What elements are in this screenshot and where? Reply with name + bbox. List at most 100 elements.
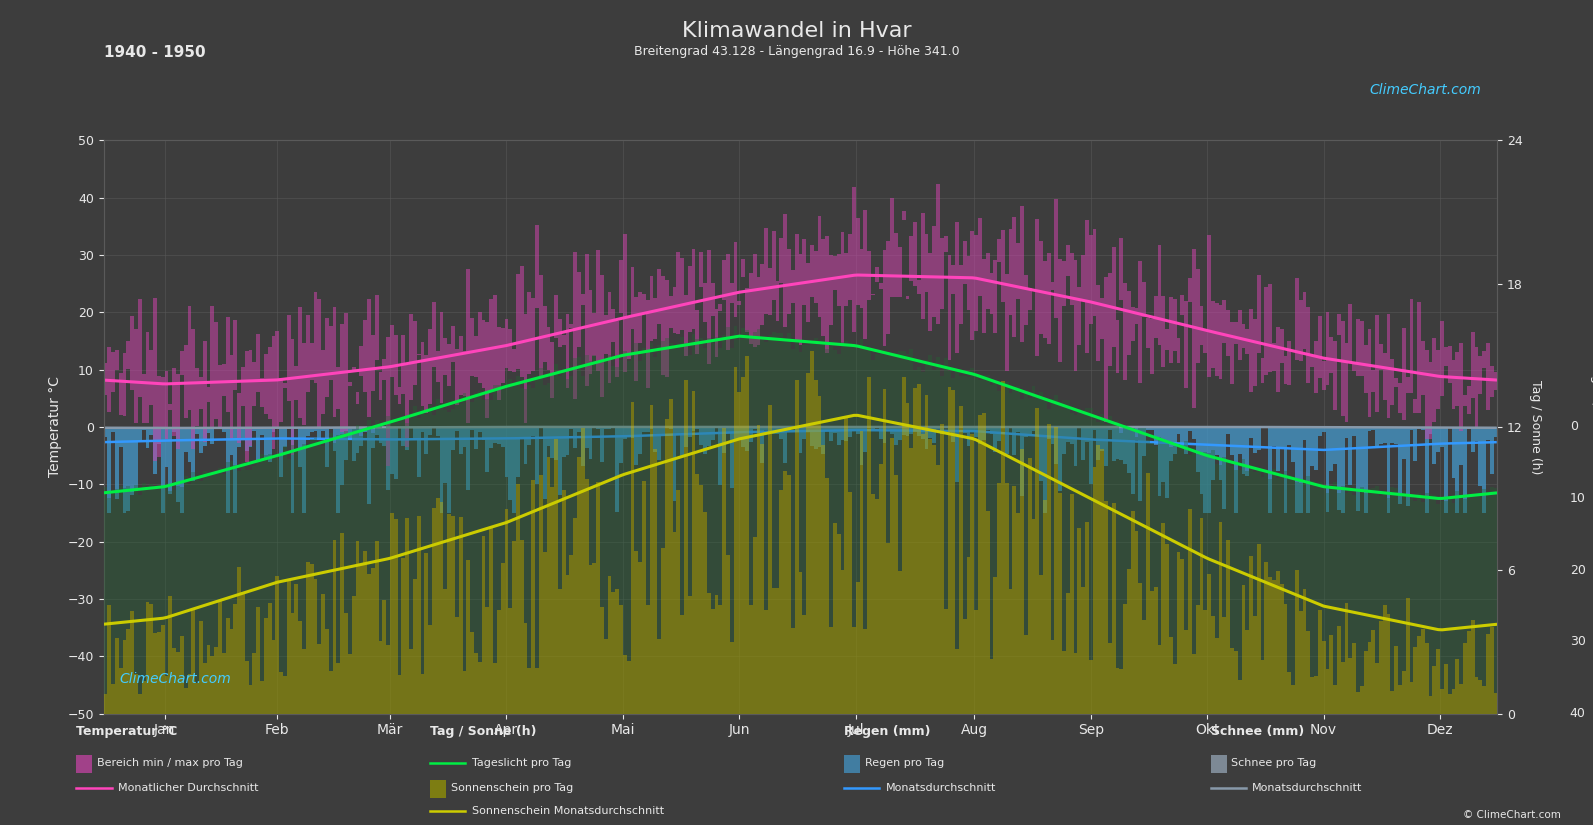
Bar	[115, 427, 119, 499]
Bar	[1322, 361, 1325, 390]
Bar	[703, 282, 707, 322]
Bar	[809, 344, 814, 351]
Bar	[653, 427, 658, 452]
Bar	[1063, 651, 1066, 714]
Bar	[1112, 503, 1115, 714]
Bar	[245, 351, 249, 462]
Bar	[847, 342, 852, 492]
Bar	[1203, 329, 1207, 353]
Bar	[566, 575, 569, 714]
Bar	[355, 392, 360, 403]
Bar	[715, 595, 718, 714]
Bar	[615, 427, 620, 512]
Bar	[623, 351, 626, 654]
Bar	[1161, 522, 1164, 714]
Bar	[256, 334, 260, 392]
Bar	[401, 427, 405, 446]
Bar	[910, 427, 913, 434]
Bar	[516, 483, 519, 714]
Bar	[773, 332, 776, 587]
Bar	[336, 366, 341, 409]
Bar	[1235, 651, 1238, 714]
Bar	[822, 238, 825, 336]
Bar	[634, 550, 639, 714]
Bar	[1360, 686, 1364, 714]
Bar	[1200, 306, 1203, 345]
Bar	[119, 427, 123, 447]
Bar	[347, 441, 352, 654]
Bar	[1200, 518, 1203, 714]
Bar	[1115, 427, 1120, 460]
Bar	[1241, 585, 1246, 714]
Bar	[1410, 299, 1413, 394]
Bar	[486, 398, 489, 607]
Bar	[1207, 453, 1211, 574]
Bar	[550, 342, 554, 398]
Bar	[707, 337, 710, 593]
Bar	[470, 632, 475, 714]
Bar	[1180, 295, 1184, 314]
Bar	[825, 349, 828, 478]
Bar	[180, 427, 183, 513]
Bar	[898, 351, 902, 571]
Bar	[962, 619, 967, 714]
Text: 0: 0	[1569, 421, 1577, 433]
Bar	[1177, 553, 1180, 714]
Bar	[1298, 483, 1303, 611]
Bar	[107, 498, 112, 606]
Bar	[779, 238, 784, 283]
Bar	[607, 576, 612, 714]
Bar	[1207, 235, 1211, 378]
Bar	[817, 345, 822, 396]
Bar	[336, 427, 341, 513]
Bar	[688, 266, 691, 332]
Bar	[822, 344, 825, 445]
Bar	[443, 589, 448, 714]
Bar	[306, 447, 309, 562]
Bar	[852, 627, 855, 714]
Bar	[1405, 377, 1410, 393]
Bar	[1421, 502, 1424, 629]
Bar	[817, 216, 822, 317]
Bar	[1222, 457, 1227, 617]
Bar	[456, 401, 459, 617]
Bar	[164, 370, 169, 439]
Bar	[650, 405, 653, 714]
Bar	[581, 376, 585, 428]
Bar	[962, 427, 967, 433]
Bar	[658, 427, 661, 460]
Bar	[260, 427, 264, 435]
Bar	[436, 498, 440, 714]
Bar	[456, 617, 459, 714]
Bar	[558, 376, 562, 589]
Bar	[145, 332, 150, 423]
Bar	[1317, 610, 1322, 714]
Bar	[626, 361, 631, 661]
Bar	[456, 349, 459, 405]
Bar	[287, 427, 290, 429]
Bar	[1150, 427, 1153, 430]
Bar	[237, 470, 241, 567]
Bar	[1443, 346, 1448, 366]
Bar	[1196, 454, 1200, 606]
Bar	[886, 544, 890, 714]
Bar	[497, 610, 500, 714]
Bar	[344, 613, 347, 714]
Bar	[234, 465, 237, 604]
Bar	[1475, 677, 1478, 714]
Bar	[1101, 298, 1104, 339]
Bar	[726, 253, 730, 351]
Bar	[710, 284, 715, 316]
Bar	[314, 427, 317, 431]
Bar	[164, 483, 169, 676]
Bar	[489, 427, 494, 449]
Bar	[1306, 630, 1311, 714]
Bar	[467, 399, 470, 560]
Bar	[107, 427, 112, 513]
Bar	[371, 336, 374, 391]
Bar	[664, 280, 669, 377]
Bar	[470, 427, 475, 431]
Bar	[688, 427, 691, 436]
Bar	[1126, 429, 1131, 569]
Bar	[596, 427, 601, 430]
